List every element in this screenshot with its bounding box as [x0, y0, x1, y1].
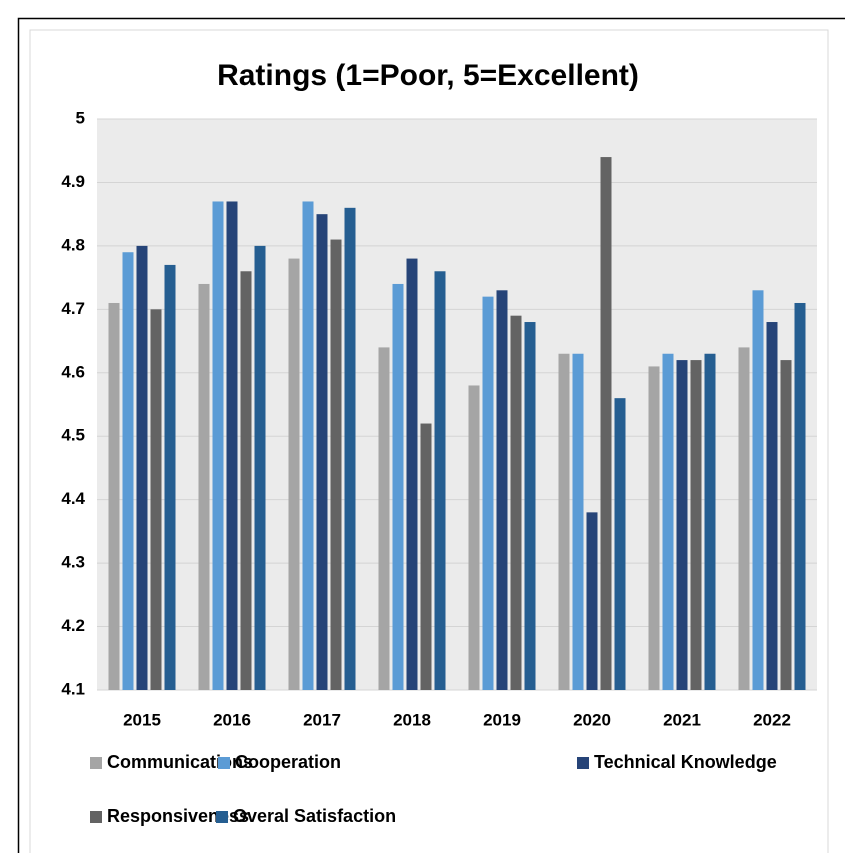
bar: [586, 512, 598, 690]
bar: [288, 258, 300, 690]
x-tick-label: 2017: [303, 710, 341, 729]
bar: [136, 245, 148, 690]
x-tick-label: 2018: [393, 710, 431, 729]
bar: [122, 252, 134, 690]
y-tick-label: 5: [76, 108, 85, 127]
bar: [392, 283, 404, 690]
bar: [150, 309, 162, 690]
y-tick-label: 4.7: [61, 299, 85, 318]
bar: [226, 201, 238, 690]
bar: [676, 360, 688, 690]
chart-title: Ratings (1=Poor, 5=Excellent): [217, 59, 639, 92]
bar: [468, 385, 480, 690]
y-tick-label: 4.9: [61, 172, 85, 191]
bar: [164, 264, 176, 690]
x-tick-label: 2020: [573, 710, 611, 729]
bar: [648, 366, 660, 690]
bar: [780, 360, 792, 690]
y-tick-label: 4.2: [61, 616, 85, 635]
bar: [690, 360, 702, 690]
bar: [344, 207, 356, 691]
legend-swatch: [218, 757, 230, 769]
bar: [794, 302, 806, 690]
bar: [614, 398, 626, 690]
bar: [240, 271, 252, 690]
y-tick-label: 4.3: [61, 553, 85, 572]
inner-frame: [29, 29, 829, 853]
x-tick-label: 2021: [663, 710, 701, 729]
legend-label: Cooperation: [235, 752, 341, 772]
bar: [766, 322, 778, 690]
bar: [600, 157, 612, 691]
x-tick-label: 2016: [213, 710, 251, 729]
legend-label: Technical Knowledge: [594, 752, 777, 772]
x-tick-label: 2019: [483, 710, 521, 729]
bar: [738, 347, 750, 690]
bar: [212, 201, 224, 690]
legend-swatch: [216, 811, 228, 823]
legend-swatch: [90, 757, 102, 769]
bar: [482, 296, 494, 690]
y-tick-label: 4.6: [61, 362, 85, 381]
y-tick-label: 4.4: [61, 489, 85, 508]
bar: [108, 302, 120, 690]
legend-label: Overal Satisfaction: [233, 806, 396, 826]
y-tick-label: 4.1: [61, 679, 85, 698]
bar: [330, 239, 342, 691]
x-tick-label: 2022: [753, 710, 791, 729]
bar: [662, 353, 674, 690]
legend-label: Communications: [107, 752, 253, 772]
bar: [496, 290, 508, 690]
bar: [316, 214, 328, 690]
bar: [420, 423, 432, 690]
legend-swatch: [577, 757, 589, 769]
bar: [434, 271, 446, 690]
bar: [406, 258, 418, 690]
legend-swatch: [90, 811, 102, 823]
y-tick-label: 4.8: [61, 235, 85, 254]
legend-label: Responsiveness: [107, 806, 249, 826]
x-tick-label: 2015: [123, 710, 161, 729]
bar: [254, 245, 266, 690]
bar: [378, 347, 390, 690]
bar: [558, 353, 570, 690]
bar: [572, 353, 584, 690]
bar: [302, 201, 314, 690]
y-tick-label: 4.5: [61, 426, 85, 445]
bar: [752, 290, 764, 690]
bar: [704, 353, 716, 690]
bar: [524, 322, 536, 690]
bar: [510, 315, 522, 690]
bar: [198, 283, 210, 690]
